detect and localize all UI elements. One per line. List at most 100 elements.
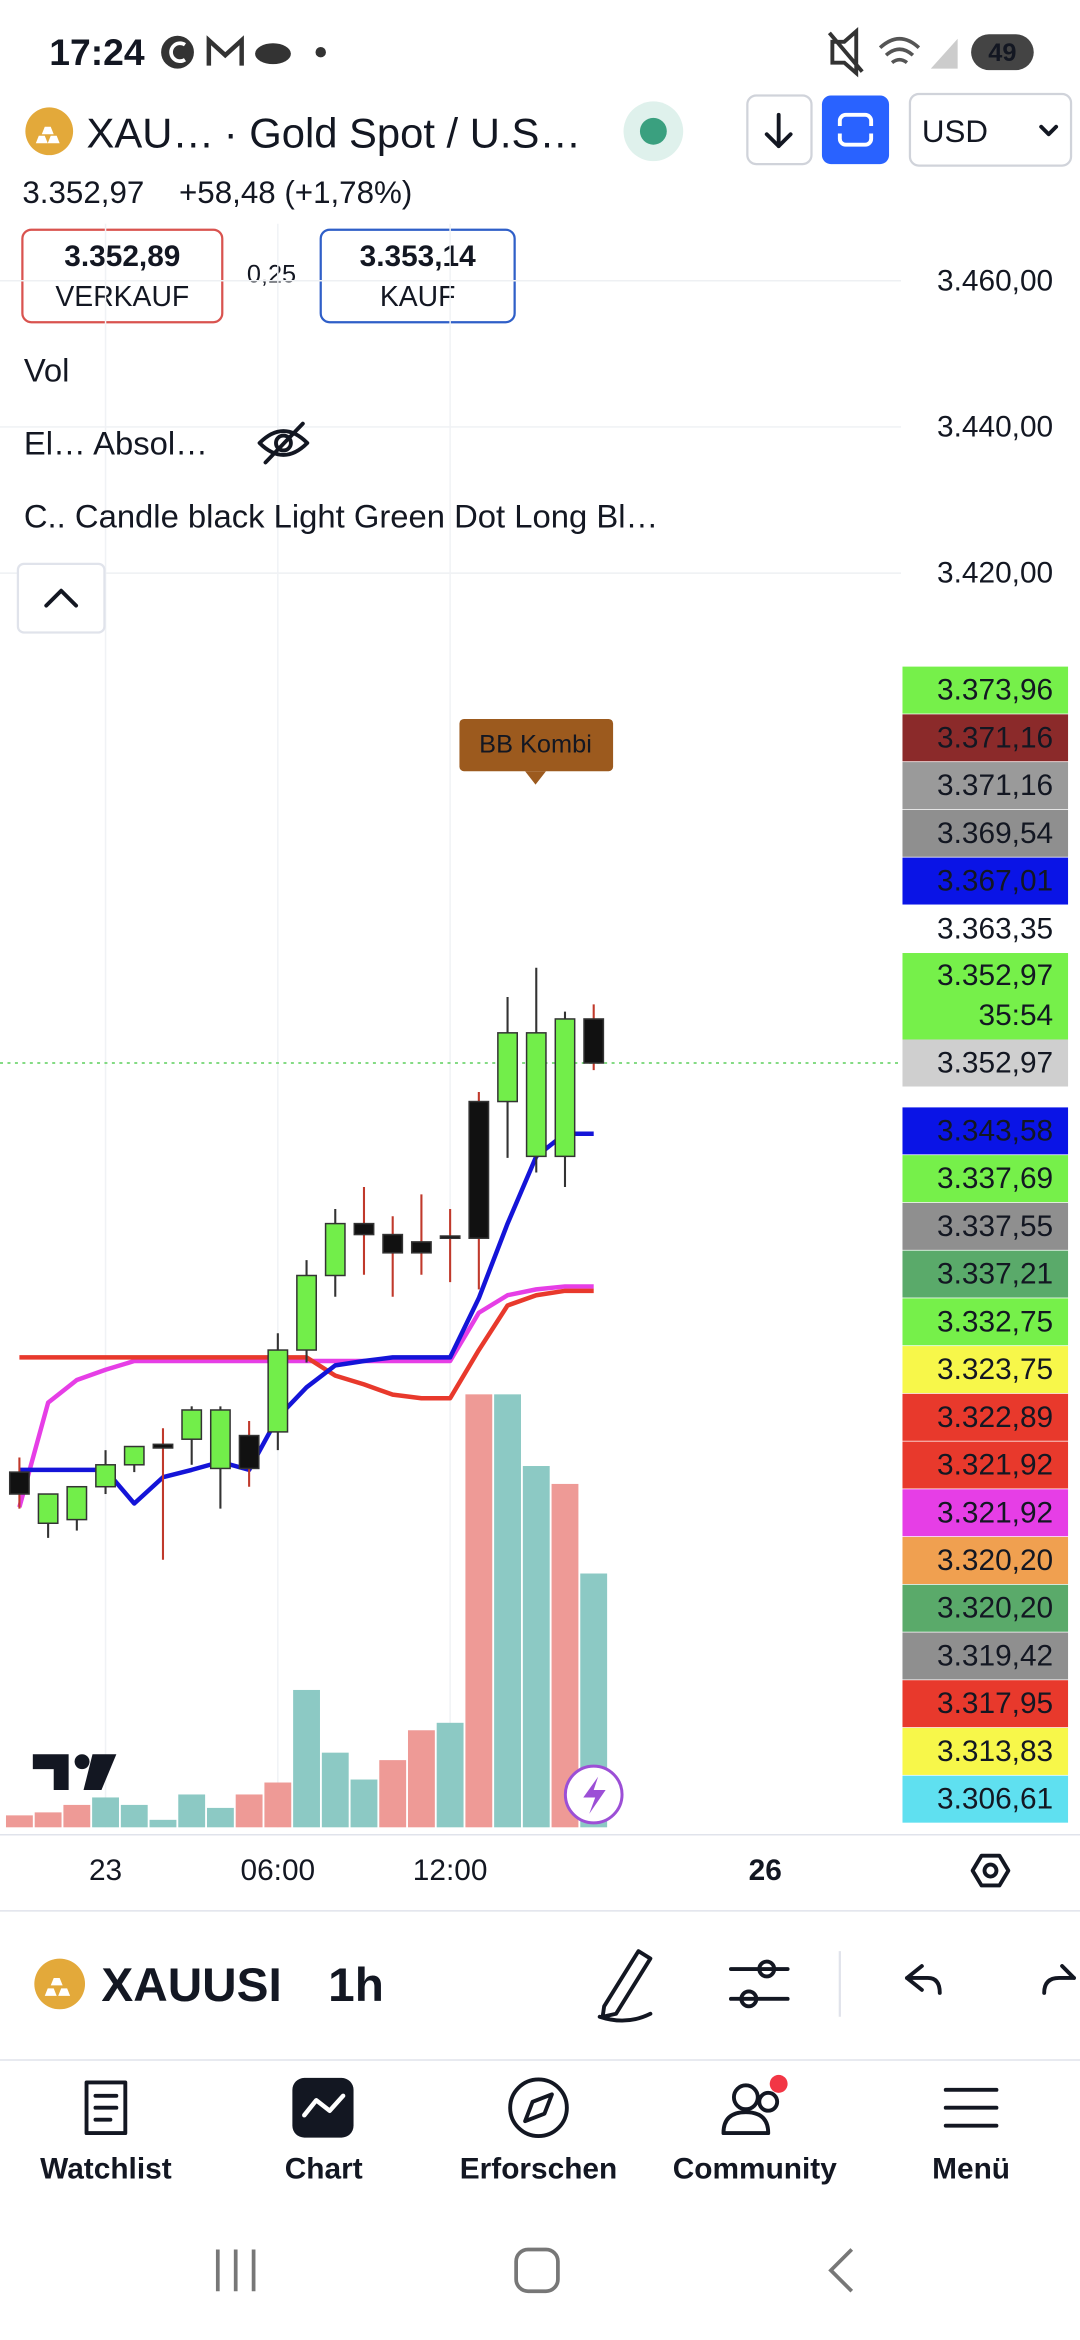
x-tick-label: 12:00 <box>413 1854 488 1887</box>
indicator-candle[interactable]: C.. Candle black Light Green Dot Long Bl… <box>24 498 658 535</box>
price-tag-label: 3.343,58 <box>937 1114 1053 1147</box>
price-tag-label: 3.313,83 <box>937 1735 1053 1768</box>
volume-bar <box>522 1466 550 1828</box>
fullscreen-button[interactable] <box>821 95 890 165</box>
volume-bar <box>321 1752 349 1828</box>
price-tag <box>902 1489 1069 1537</box>
indicator-settings-button[interactable] <box>728 1959 790 2009</box>
undo-button[interactable] <box>905 1964 942 1995</box>
price-tag-label: 3.322,89 <box>937 1401 1053 1434</box>
time-axis: 3.460,00 3.440,00 3.420,00 23 06:00 12:00 <box>89 264 1053 1887</box>
currency-select[interactable]: USD <box>908 92 1073 167</box>
system-back[interactable] <box>828 2248 854 2293</box>
currency: USD <box>922 114 988 149</box>
price-tag <box>902 857 1069 905</box>
candle-body <box>152 1443 174 1449</box>
price-tag-label: 3.363,35 <box>937 912 1053 945</box>
price-tag-label: 3.323,75 <box>937 1353 1053 1386</box>
system-recents[interactable] <box>215 2249 256 2292</box>
hidden-eye-icon[interactable] <box>257 421 310 465</box>
toolbar-symbol-icon <box>34 1958 86 2010</box>
price-tag <box>902 1155 1069 1203</box>
nav-explore[interactable]: Erforschen <box>460 2077 617 2185</box>
system-home[interactable] <box>514 2247 560 2294</box>
market-status-dot[interactable] <box>639 117 667 145</box>
nav-watchlist[interactable]: Watchlist <box>40 2080 172 2185</box>
price-tag-label: 3.371,16 <box>937 721 1053 754</box>
price-tag <box>902 1680 1069 1728</box>
candle-body <box>554 1018 576 1158</box>
quick-trade-button[interactable] <box>563 1764 624 1825</box>
redo-button[interactable] <box>1042 1964 1076 1995</box>
candle-body <box>468 1100 490 1239</box>
nav-label: Erforschen <box>460 2152 617 2185</box>
price-tag-label: 3.321,92 <box>937 1449 1053 1482</box>
toolbar-interval[interactable]: 1h <box>328 1959 384 2012</box>
collapse-legend-button[interactable] <box>16 562 106 634</box>
drawing-tool-button[interactable] <box>597 1949 653 2023</box>
symbol-icon <box>25 107 74 156</box>
volume-bar <box>264 1782 292 1828</box>
candle-body <box>66 1485 88 1521</box>
price-tag <box>902 953 1069 1040</box>
candle-body <box>410 1241 432 1254</box>
volume-bar <box>379 1760 407 1828</box>
volume-bar <box>494 1394 521 1828</box>
volume-bar <box>34 1812 62 1828</box>
y-tick-label: 3.440,00 <box>937 410 1053 443</box>
volume-bar <box>293 1689 320 1828</box>
price-tag <box>902 1346 1069 1394</box>
nav-community[interactable]: Community <box>673 2074 837 2185</box>
price-tag <box>902 1250 1069 1298</box>
price-tag <box>902 1632 1069 1680</box>
candle-body <box>95 1464 116 1488</box>
volume-bar <box>178 1794 206 1828</box>
price-tag-label: 3.369,54 <box>937 817 1053 850</box>
toolbar-symbol[interactable]: XAUUSI <box>101 1959 281 2012</box>
price-tag <box>902 1584 1069 1632</box>
price-tag-label: 3.306,61 <box>937 1783 1053 1816</box>
price-tag-label: 3.332,75 <box>937 1305 1053 1338</box>
candle-body <box>181 1409 203 1440</box>
price-tag <box>902 1298 1069 1346</box>
volume-bar <box>5 1815 33 1828</box>
price-tag <box>902 666 1069 714</box>
sell-button[interactable]: 3.352,89 VERKAUF <box>21 228 224 324</box>
y-tick-label: 3.460,00 <box>937 264 1053 297</box>
volume-bar <box>92 1797 119 1828</box>
indicator-vol[interactable]: Vol <box>24 351 70 388</box>
price-tag <box>902 1441 1069 1489</box>
settings-icon[interactable] <box>970 1853 1011 1888</box>
price-tag <box>902 1202 1069 1250</box>
indicator-hidden[interactable]: El… Absol… <box>24 425 208 462</box>
last-price: 3.352,97 <box>22 175 144 210</box>
nav-chart[interactable]: Chart <box>285 2077 363 2185</box>
download-button[interactable] <box>746 94 813 166</box>
nav-menu[interactable]: Menü <box>932 2087 1010 2186</box>
buy-label: KAUF <box>380 281 456 313</box>
battery-level: 49 <box>988 39 1016 67</box>
price-tag <box>902 1039 1069 1087</box>
annotation-text: BB Kombi <box>479 730 592 758</box>
nav-label: Watchlist <box>40 2152 172 2185</box>
volume-bar <box>551 1483 579 1828</box>
candle-body <box>209 1409 231 1470</box>
price-tag-label: 3.337,21 <box>937 1258 1053 1291</box>
price-tag <box>902 905 1069 953</box>
candle-body <box>583 1018 605 1064</box>
buy-button[interactable]: 3.353,14 KAUF <box>319 228 516 324</box>
x-tick-label: 06:00 <box>241 1854 316 1887</box>
price-tag <box>902 762 1069 810</box>
nav-label: Menü <box>932 2152 1010 2185</box>
volume-bar <box>120 1804 148 1828</box>
price-change: +58,48 (+1,78%) <box>179 175 412 210</box>
symbol[interactable]: XAU… <box>87 109 215 156</box>
price-tag <box>902 714 1069 762</box>
settings-icon-center <box>982 1862 999 1879</box>
spread: 0,25 <box>247 260 296 288</box>
symbol-name[interactable]: · Gold Spot / U.S… <box>224 109 581 156</box>
candle-body <box>525 1032 547 1158</box>
y-tick-label: 3.420,00 <box>937 557 1053 590</box>
